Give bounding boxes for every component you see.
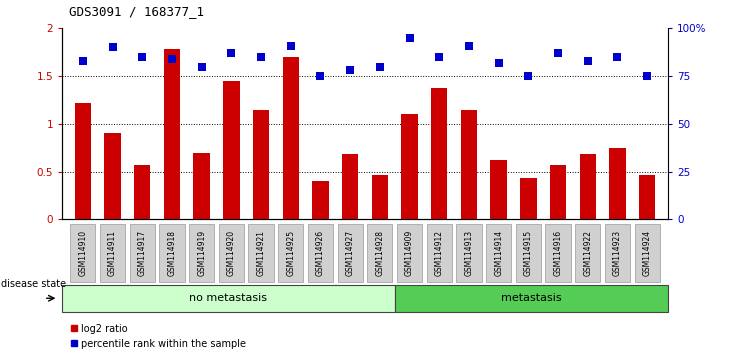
Text: GDS3091 / 168377_1: GDS3091 / 168377_1 xyxy=(69,5,204,18)
Point xyxy=(107,45,118,50)
Bar xyxy=(223,81,239,219)
FancyBboxPatch shape xyxy=(130,224,155,282)
Text: GSM114924: GSM114924 xyxy=(642,230,652,276)
Bar xyxy=(550,165,566,219)
Point xyxy=(404,35,415,41)
Bar xyxy=(402,114,418,219)
Bar xyxy=(520,178,537,219)
Text: GSM114923: GSM114923 xyxy=(613,230,622,276)
Bar xyxy=(193,153,210,219)
FancyBboxPatch shape xyxy=(605,224,630,282)
FancyBboxPatch shape xyxy=(62,285,395,312)
Text: GSM114925: GSM114925 xyxy=(286,230,295,276)
Point xyxy=(434,54,445,60)
Text: GSM114913: GSM114913 xyxy=(464,230,474,276)
FancyBboxPatch shape xyxy=(634,224,660,282)
Bar xyxy=(283,57,299,219)
Text: GSM114909: GSM114909 xyxy=(405,230,414,276)
Text: GSM114910: GSM114910 xyxy=(78,230,88,276)
Text: GSM114918: GSM114918 xyxy=(167,230,177,276)
Point xyxy=(345,68,356,73)
FancyBboxPatch shape xyxy=(278,224,304,282)
Text: GSM114920: GSM114920 xyxy=(227,230,236,276)
FancyBboxPatch shape xyxy=(248,224,274,282)
Text: GSM114912: GSM114912 xyxy=(435,230,444,276)
Bar xyxy=(164,49,180,219)
Text: GSM114914: GSM114914 xyxy=(494,230,503,276)
Point xyxy=(77,58,88,64)
Point xyxy=(196,64,207,69)
Bar xyxy=(74,103,91,219)
FancyBboxPatch shape xyxy=(515,224,541,282)
Point xyxy=(463,43,474,48)
Text: no metastasis: no metastasis xyxy=(189,293,267,303)
FancyBboxPatch shape xyxy=(308,224,333,282)
Bar xyxy=(312,181,328,219)
Point xyxy=(285,43,296,48)
FancyBboxPatch shape xyxy=(545,224,571,282)
Point xyxy=(166,56,178,62)
Bar xyxy=(253,110,269,219)
FancyBboxPatch shape xyxy=(486,224,511,282)
Point xyxy=(493,60,504,65)
Text: GSM114928: GSM114928 xyxy=(375,230,385,276)
Text: GSM114916: GSM114916 xyxy=(553,230,563,276)
FancyBboxPatch shape xyxy=(219,224,244,282)
Bar xyxy=(610,148,626,219)
FancyBboxPatch shape xyxy=(426,224,452,282)
Text: metastasis: metastasis xyxy=(501,293,561,303)
FancyBboxPatch shape xyxy=(395,285,668,312)
Legend: log2 ratio, percentile rank within the sample: log2 ratio, percentile rank within the s… xyxy=(67,320,250,353)
Point xyxy=(642,73,653,79)
FancyBboxPatch shape xyxy=(397,224,422,282)
Bar xyxy=(342,154,358,219)
Text: GSM114919: GSM114919 xyxy=(197,230,206,276)
FancyBboxPatch shape xyxy=(367,224,393,282)
Point xyxy=(226,50,237,56)
FancyBboxPatch shape xyxy=(100,224,125,282)
Bar xyxy=(580,154,596,219)
Point xyxy=(612,54,623,60)
Point xyxy=(552,50,564,56)
Point xyxy=(315,73,326,79)
FancyBboxPatch shape xyxy=(189,224,215,282)
Text: GSM114915: GSM114915 xyxy=(524,230,533,276)
Text: GSM114911: GSM114911 xyxy=(108,230,117,276)
Text: GSM114927: GSM114927 xyxy=(345,230,355,276)
Bar xyxy=(134,165,150,219)
Text: disease state: disease state xyxy=(1,279,66,289)
Point xyxy=(523,73,534,79)
Point xyxy=(582,58,593,64)
Bar xyxy=(461,110,477,219)
Point xyxy=(255,54,267,60)
Bar xyxy=(372,175,388,219)
Text: GSM114922: GSM114922 xyxy=(583,230,592,276)
Bar xyxy=(104,133,120,219)
Point xyxy=(374,64,385,69)
FancyBboxPatch shape xyxy=(337,224,363,282)
Bar xyxy=(491,160,507,219)
FancyBboxPatch shape xyxy=(159,224,185,282)
Point xyxy=(137,54,148,60)
Text: GSM114917: GSM114917 xyxy=(138,230,147,276)
FancyBboxPatch shape xyxy=(456,224,482,282)
Bar xyxy=(431,87,447,219)
FancyBboxPatch shape xyxy=(575,224,600,282)
Bar xyxy=(639,175,656,219)
Text: GSM114921: GSM114921 xyxy=(256,230,266,276)
FancyBboxPatch shape xyxy=(70,224,96,282)
Text: GSM114926: GSM114926 xyxy=(316,230,325,276)
